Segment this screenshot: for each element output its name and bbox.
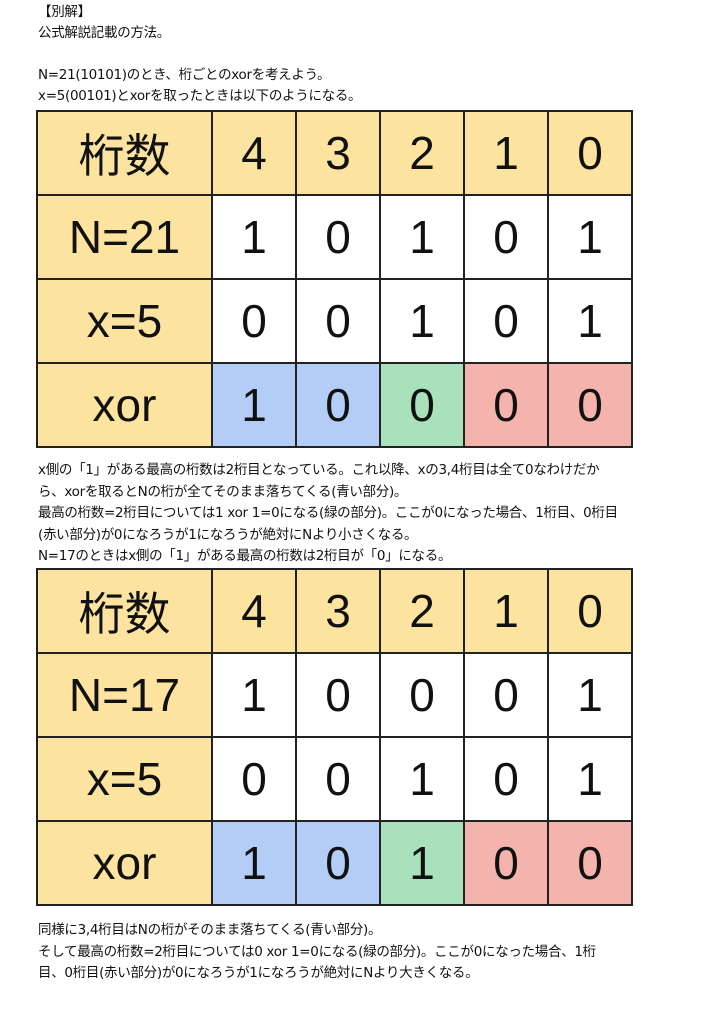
bit-cell: 0	[463, 652, 549, 738]
digit-index-cell: 0	[547, 110, 633, 196]
bit-cell: 0	[295, 652, 381, 738]
section-subtitle: 公式解説記載の方法。	[38, 25, 170, 41]
intro-line-1: N=21(10101)のとき、桁ごとのxorを考えよう。	[38, 67, 331, 83]
bit-cell: 0	[379, 652, 465, 738]
bit-cell: 0	[463, 362, 549, 448]
bit-cell: 1	[379, 278, 465, 364]
bit-cell: 0	[463, 820, 549, 906]
explanation1-line-4: (赤い部分)が0になろうが1になろうが絶対にNより小さくなる。	[38, 527, 418, 543]
bit-cell: 1	[211, 820, 297, 906]
bit-cell: 1	[379, 736, 465, 822]
table-row: x=5 0 0 1 0 1	[36, 736, 633, 822]
digit-index-cell: 4	[211, 568, 297, 654]
digit-index-cell: 1	[463, 110, 549, 196]
xor-table-n21: 桁数 4 3 2 1 0 N=21 1 0 1 0 1 x=5 0 0 1 0 1 xor 1 0 0 0 0	[36, 110, 633, 448]
bit-cell: 0	[463, 736, 549, 822]
explanation1-line-5: N=17のときはx側の「1」がある最高の桁数は2桁目が「0」になる。	[38, 548, 452, 564]
digit-index-cell: 2	[379, 568, 465, 654]
bit-cell: 0	[295, 736, 381, 822]
table-row: xor 1 0 0 0 0	[36, 362, 633, 448]
bit-cell: 1	[547, 652, 633, 738]
explanation1-line-3: 最高の桁数=2桁目については1 xor 1=0になる(緑の部分)。ここが0になっ…	[38, 505, 618, 521]
table-row: x=5 0 0 1 0 1	[36, 278, 633, 364]
bit-cell: 1	[211, 194, 297, 280]
bit-cell: 1	[379, 194, 465, 280]
bit-cell: 0	[295, 194, 381, 280]
bit-cell: 1	[211, 652, 297, 738]
row-label: N=21	[36, 194, 213, 280]
explanation1-line-2: ら、xorを取るとNの桁が全てそのまま落ちてくる(青い部分)。	[38, 484, 408, 500]
explanation2-line-3: 目、0桁目(赤い部分)が0になろうが1になろうが絶対にNより大きくなる。	[38, 965, 479, 981]
bit-cell: 0	[295, 278, 381, 364]
digit-index-cell: 0	[547, 568, 633, 654]
bit-cell: 1	[211, 362, 297, 448]
table-row: N=21 1 0 1 0 1	[36, 194, 633, 280]
digit-index-cell: 4	[211, 110, 297, 196]
bit-cell: 0	[547, 820, 633, 906]
bit-cell: 1	[379, 820, 465, 906]
explanation1-line-1: x側の「1」がある最高の桁数は2桁目となっている。これ以降、xの3,4桁目は全て…	[38, 462, 600, 478]
row-label: x=5	[36, 736, 213, 822]
bit-cell: 0	[547, 362, 633, 448]
intro-line-2: x=5(00101)とxorを取ったときは以下のようになる。	[38, 88, 362, 104]
table-row: 桁数 4 3 2 1 0	[36, 110, 633, 196]
row-label: 桁数	[36, 110, 213, 196]
bit-cell: 0	[211, 278, 297, 364]
xor-table-n17: 桁数 4 3 2 1 0 N=17 1 0 0 0 1 x=5 0 0 1 0 1 xor 1 0 1 0 0	[36, 568, 633, 906]
bit-cell: 1	[547, 278, 633, 364]
bit-cell: 0	[211, 736, 297, 822]
row-label: x=5	[36, 278, 213, 364]
row-label: xor	[36, 820, 213, 906]
digit-index-cell: 2	[379, 110, 465, 196]
digit-index-cell: 3	[295, 568, 381, 654]
digit-index-cell: 1	[463, 568, 549, 654]
bit-cell: 0	[463, 278, 549, 364]
bit-cell: 0	[379, 362, 465, 448]
table-row: xor 1 0 1 0 0	[36, 820, 633, 906]
row-label: 桁数	[36, 568, 213, 654]
table-row: N=17 1 0 0 0 1	[36, 652, 633, 738]
bit-cell: 0	[295, 362, 381, 448]
bit-cell: 0	[295, 820, 381, 906]
digit-index-cell: 3	[295, 110, 381, 196]
bit-cell: 0	[463, 194, 549, 280]
row-label: N=17	[36, 652, 213, 738]
row-label: xor	[36, 362, 213, 448]
explanation2-line-1: 同様に3,4桁目はNの桁がそのまま落ちてくる(青い部分)。	[38, 922, 382, 938]
explanation2-line-2: そして最高の桁数=2桁目については0 xor 1=0になる(緑の部分)。ここが0…	[38, 944, 596, 960]
section-heading: 【別解】	[38, 4, 91, 20]
bit-cell: 1	[547, 194, 633, 280]
table-row: 桁数 4 3 2 1 0	[36, 568, 633, 654]
bit-cell: 1	[547, 736, 633, 822]
